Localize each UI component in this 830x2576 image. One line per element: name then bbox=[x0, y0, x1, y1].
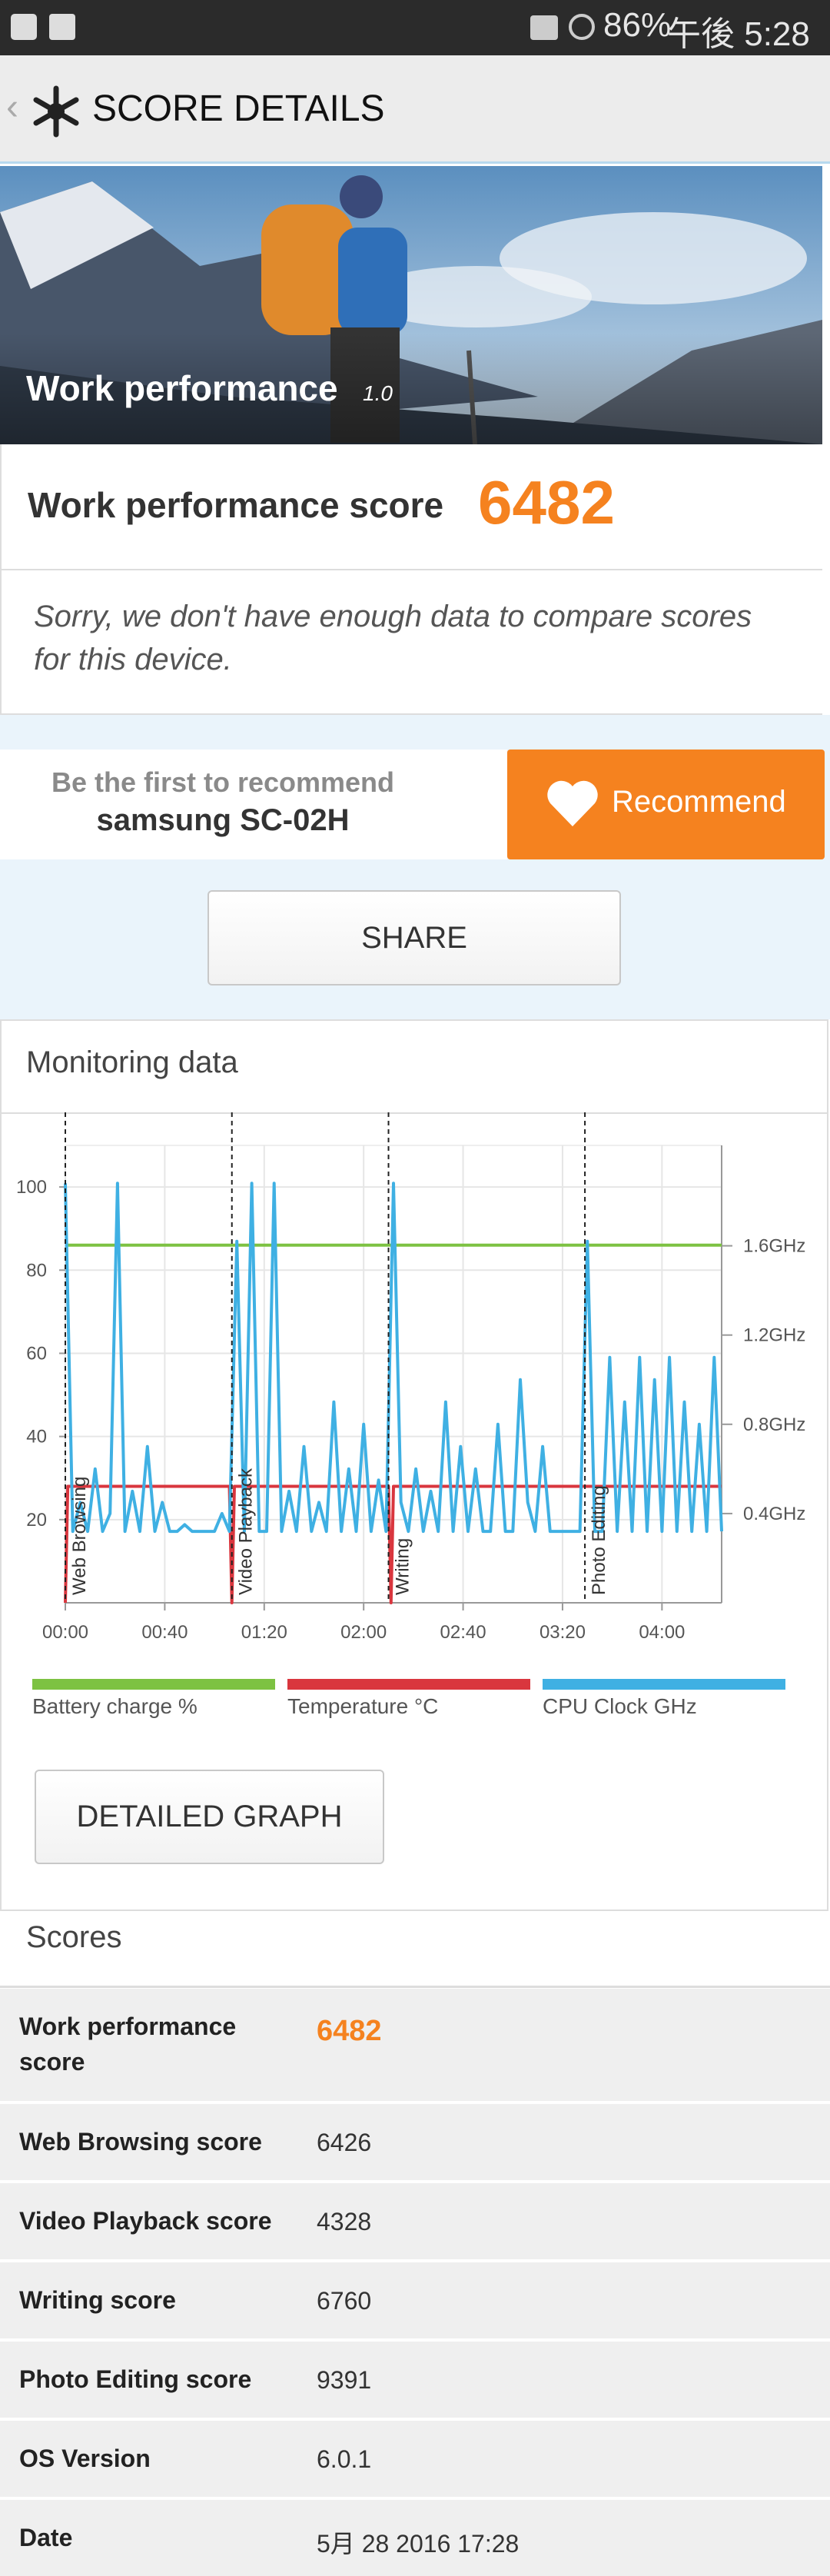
divider bbox=[0, 1986, 830, 1988]
score-row: Photo Editing score 9391 bbox=[0, 2342, 830, 2418]
score-row-label: Web Browsing score bbox=[19, 2128, 262, 2156]
legend-label: Battery charge % bbox=[32, 1694, 198, 1718]
share-button[interactable]: SHARE bbox=[208, 890, 621, 986]
event-label: Photo Editing bbox=[589, 1485, 609, 1595]
y-tick-label: 20 bbox=[26, 1510, 47, 1531]
score-row-value: 9391 bbox=[317, 2366, 372, 2394]
legend-label: Temperature °C bbox=[287, 1694, 439, 1718]
mute-icon bbox=[530, 15, 558, 40]
x-tick-label: 02:00 bbox=[340, 1622, 387, 1643]
header: ‹ SCORE DETAILS bbox=[0, 55, 830, 164]
app-icon bbox=[11, 14, 37, 40]
heart-icon bbox=[547, 780, 598, 826]
legend-swatch bbox=[543, 1679, 785, 1690]
x-tick-label: 00:40 bbox=[141, 1622, 188, 1643]
x-tick-label: 04:00 bbox=[639, 1622, 685, 1643]
legend-swatch bbox=[287, 1679, 530, 1690]
monitoring-title: Monitoring data bbox=[26, 1045, 238, 1079]
y2-tick-label: 1.6GHz bbox=[743, 1236, 805, 1257]
no-icon bbox=[569, 14, 595, 40]
y2-tick-label: 0.4GHz bbox=[743, 1504, 805, 1524]
x-tick-label: 02:40 bbox=[440, 1622, 486, 1643]
score-row-label: Writing score bbox=[19, 2286, 176, 2314]
series-line bbox=[64, 1484, 722, 1604]
y2-tick-label: 0.8GHz bbox=[743, 1414, 805, 1435]
y-tick-label: 60 bbox=[26, 1343, 47, 1364]
legend-swatch bbox=[32, 1679, 275, 1690]
y-tick-label: 80 bbox=[26, 1260, 47, 1281]
y-tick-label: 100 bbox=[16, 1177, 47, 1198]
event-label: Video Playback bbox=[236, 1467, 257, 1595]
score-row-label: Photo Editing score bbox=[19, 2365, 252, 2393]
recommend-label: Recommend bbox=[612, 785, 786, 819]
event-label: Web Browsing bbox=[69, 1477, 90, 1595]
score-row-value: 5月 28 2016 17:28 bbox=[317, 2530, 520, 2558]
battery-percent: 86% bbox=[603, 6, 672, 44]
score-value: 6482 bbox=[478, 468, 615, 537]
hero-title: Work performance bbox=[26, 368, 338, 408]
app-logo bbox=[33, 85, 79, 138]
notice-text: Sorry, we don't have enough data to comp… bbox=[34, 600, 752, 676]
score-row-value: 6482 bbox=[317, 2015, 382, 2047]
gallery-icon bbox=[49, 14, 75, 40]
score-row: Date 5月 28 2016 17:28 bbox=[0, 2500, 830, 2576]
score-row-label: OS Version bbox=[19, 2445, 151, 2472]
hero-version: 1.0 bbox=[363, 381, 393, 405]
x-tick-label: 03:20 bbox=[540, 1622, 586, 1643]
score-row: Writing score 6760 bbox=[0, 2262, 830, 2338]
status-bar: 86% 午後 5:28 bbox=[0, 0, 830, 55]
page-title: SCORE DETAILS bbox=[92, 88, 385, 129]
detailed-graph-button[interactable]: DETAILED GRAPH bbox=[35, 1770, 384, 1864]
y2-tick-label: 1.2GHz bbox=[743, 1325, 805, 1346]
score-row: Web Browsing score 6426 bbox=[0, 2104, 830, 2180]
clock: 午後 5:28 bbox=[667, 15, 810, 53]
legend-label: CPU Clock GHz bbox=[543, 1694, 697, 1718]
score-row: Work performance score 6482 bbox=[0, 444, 822, 570]
back-button[interactable]: ‹ bbox=[6, 87, 18, 128]
score-label: Work performance score bbox=[28, 485, 444, 525]
x-tick-label: 01:20 bbox=[241, 1622, 287, 1643]
score-row: OS Version 6.0.1 bbox=[0, 2421, 830, 2497]
recommend-prompt: Be the first to recommend bbox=[51, 766, 395, 798]
score-row-value: 6760 bbox=[317, 2287, 372, 2315]
hero-shade bbox=[0, 166, 822, 444]
score-row-value: 6.0.1 bbox=[317, 2445, 372, 2473]
score-row: Video Playback score 4328 bbox=[0, 2183, 830, 2259]
recommend-info: Be the first to recommend samsung SC-02H bbox=[0, 750, 507, 859]
recommend-button[interactable]: Recommend bbox=[507, 750, 825, 859]
score-row-label: Date bbox=[19, 2524, 73, 2551]
notice-box: Sorry, we don't have enough data to comp… bbox=[0, 570, 822, 715]
event-label: Writing bbox=[393, 1538, 413, 1595]
device-name: samsung SC-02H bbox=[96, 803, 350, 837]
score-row-label: Work performance score bbox=[19, 2013, 237, 2076]
scores-title: Scores bbox=[26, 1920, 122, 1954]
score-row-value: 6426 bbox=[317, 2129, 372, 2156]
score-row-label: Video Playback score bbox=[19, 2207, 272, 2235]
x-tick-label: 00:00 bbox=[42, 1622, 88, 1643]
hero-image bbox=[0, 166, 822, 444]
score-row-value: 4328 bbox=[317, 2208, 372, 2235]
monitoring-chart: 00:00 00:40 01:20 02:00 02:40 03:20 04:00 20 40 6… bbox=[16, 1112, 805, 1643]
score-row: Work performance score 6482 bbox=[0, 1989, 830, 2101]
series-line bbox=[64, 1182, 723, 1534]
y-tick-label: 40 bbox=[26, 1427, 47, 1448]
divider bbox=[0, 1112, 828, 1114]
legend: Battery charge % Temperature °C CPU Clock … bbox=[0, 1679, 828, 1725]
